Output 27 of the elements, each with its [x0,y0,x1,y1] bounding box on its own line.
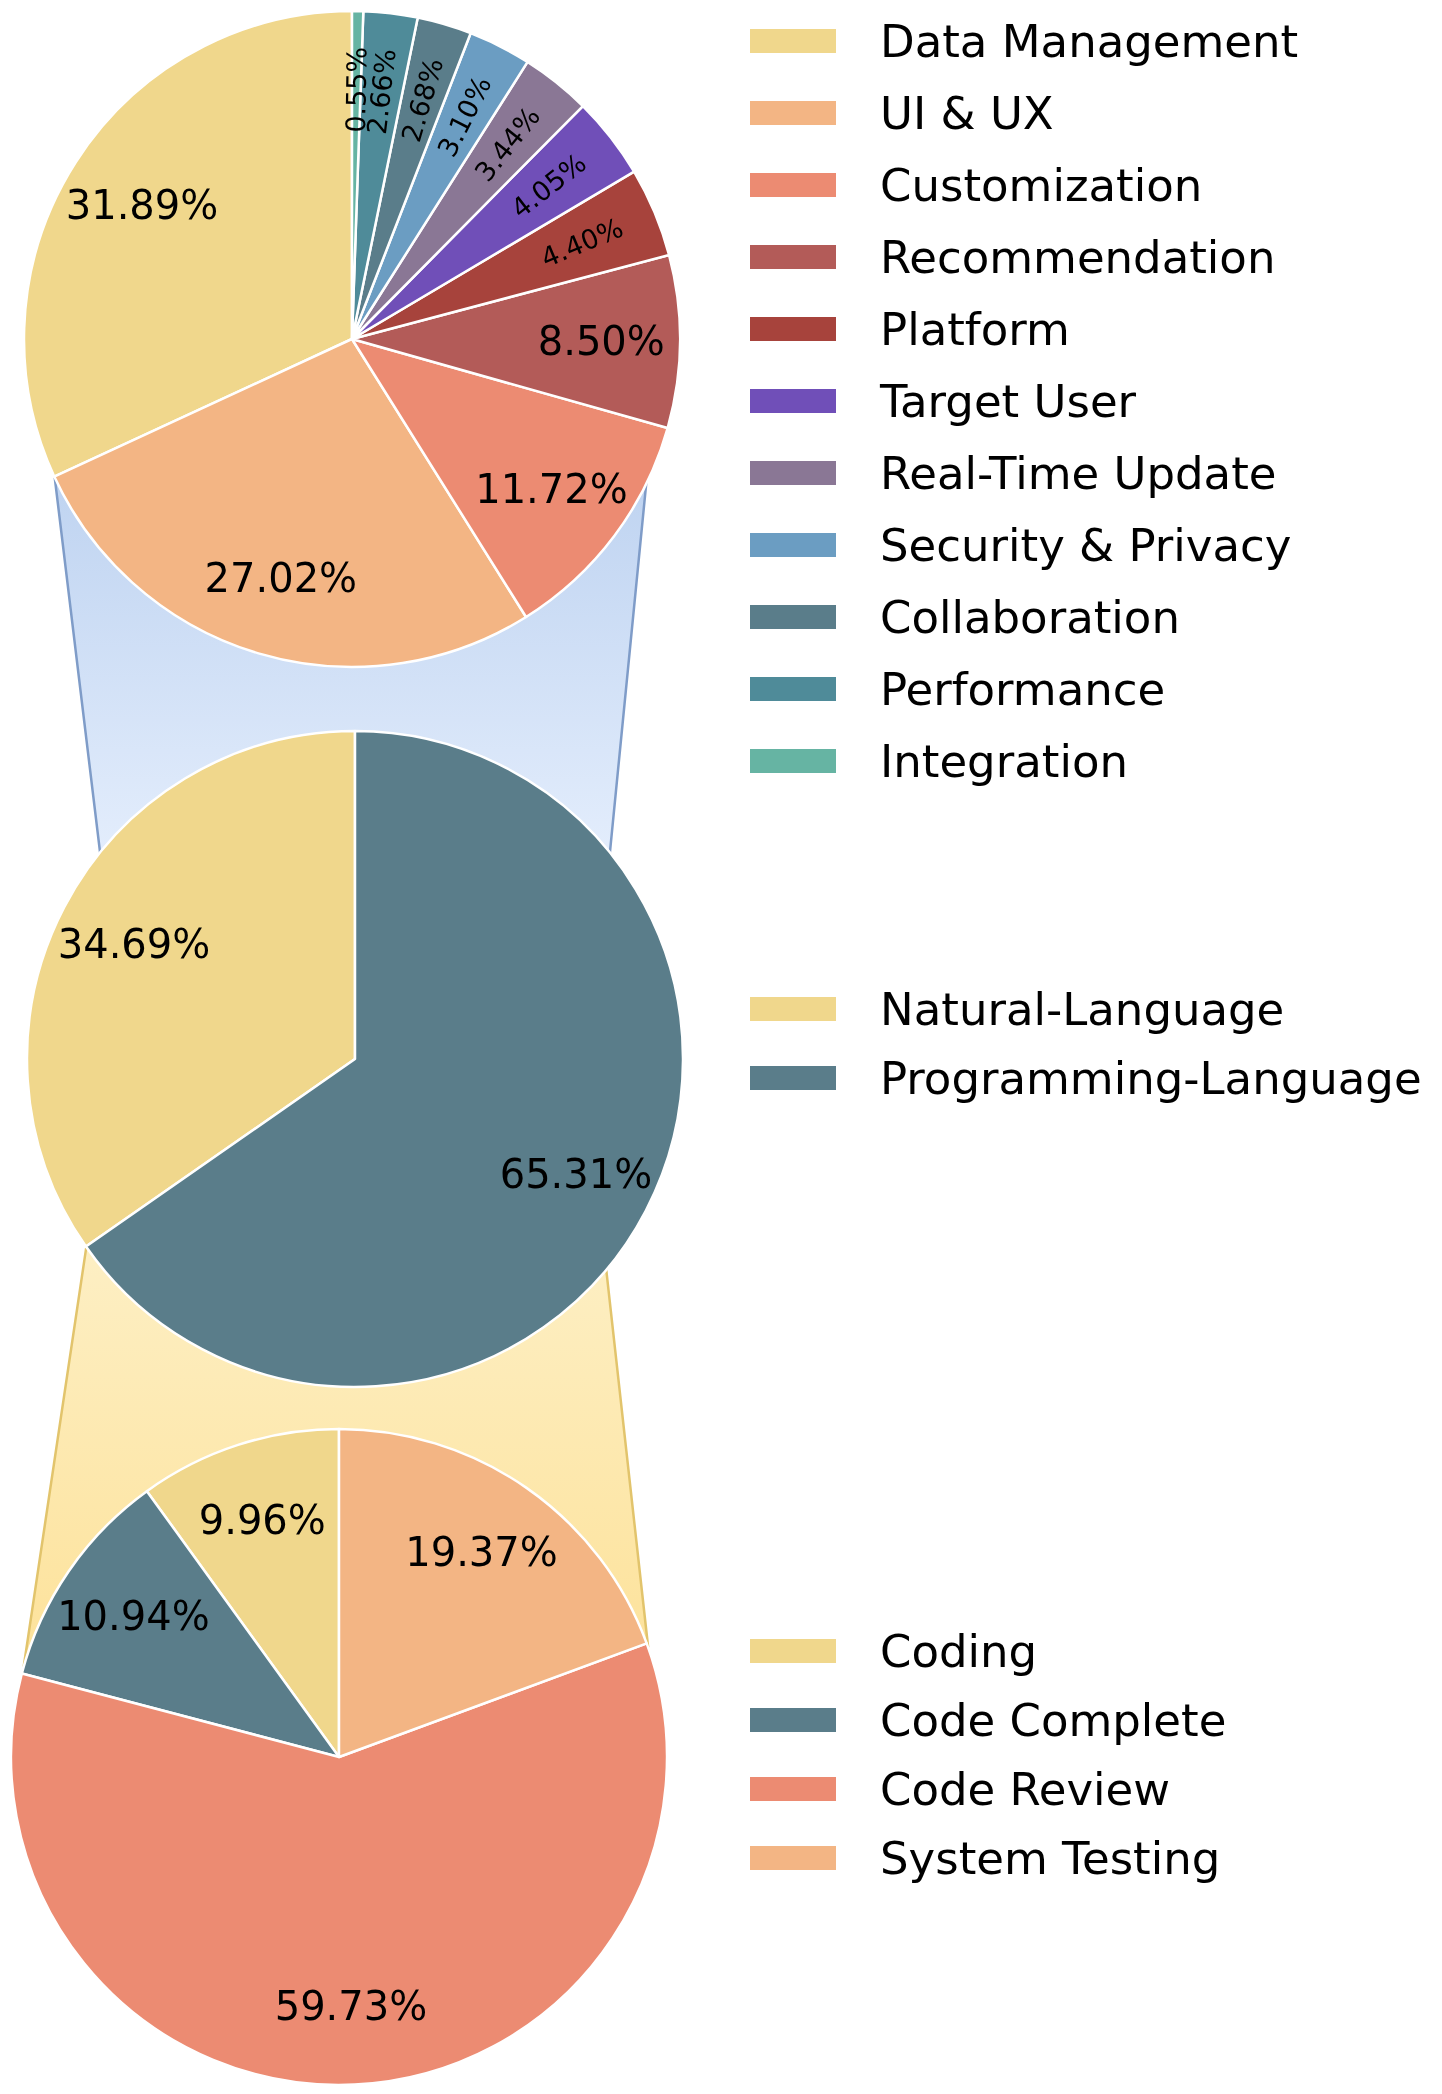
legend-label: Performance [880,662,1166,716]
data-label: 9.96% [198,1496,326,1543]
legend-label: System Testing [880,1831,1221,1885]
data-label: 59.73% [274,1982,428,2029]
data-label: 8.50% [537,318,665,364]
data-label: 10.94% [57,1592,210,1639]
data-label: 27.02% [204,554,358,601]
data-label: 34.69% [57,920,211,967]
data-label: 11.72% [475,465,628,512]
legend-label: Coding [880,1624,1038,1678]
legend-label: Programming-Language [880,1051,1422,1105]
legend-label: Natural-Language [880,982,1285,1036]
legend-label: UI & UX [880,86,1054,140]
legend-label: Code Review [880,1762,1171,1816]
legend-label: Code Complete [880,1693,1227,1747]
legend-label: Collaboration [880,590,1180,644]
legend-label: Recommendation [880,230,1276,284]
legend-label: Real-Time Update [880,446,1277,500]
legend-label: Data Management [880,14,1299,68]
data-label: 65.31% [499,1151,653,1198]
legend-label: Integration [880,734,1128,788]
data-label: 31.89% [65,181,219,228]
data-label: 19.37% [405,1529,558,1576]
legend-label: Security & Privacy [880,518,1292,572]
legend-label: Customization [880,158,1203,212]
legend-label: Target User [879,374,1137,428]
legend-label: Platform [880,302,1070,356]
